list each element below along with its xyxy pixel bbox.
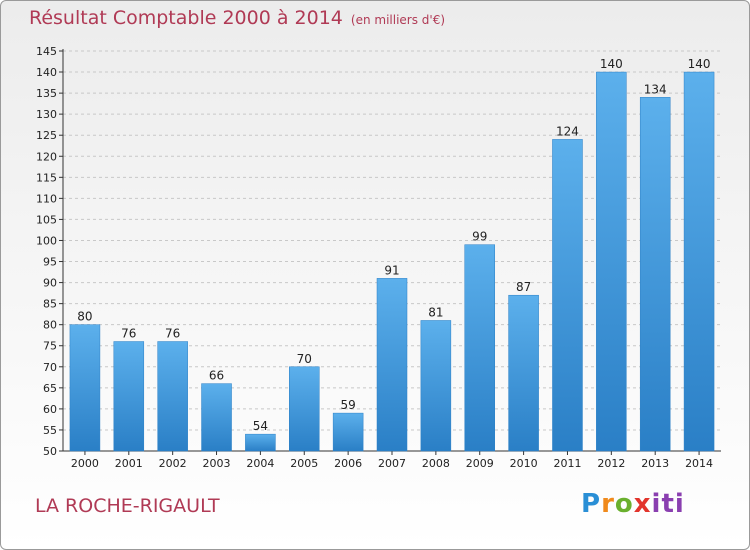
logo-letter: x bbox=[633, 489, 652, 519]
bar-2004 bbox=[245, 433, 276, 452]
y-tick-label: 115 bbox=[36, 171, 57, 184]
y-tick-label: 105 bbox=[36, 213, 57, 226]
bar-2008 bbox=[420, 320, 452, 452]
y-tick-label: 85 bbox=[43, 298, 57, 311]
value-label-2011: 124 bbox=[556, 124, 579, 138]
logo-letter: r bbox=[601, 489, 615, 519]
value-label-2008: 81 bbox=[428, 305, 443, 319]
y-tick-label: 70 bbox=[43, 361, 57, 374]
value-label-2002: 76 bbox=[165, 327, 180, 341]
value-label-2004: 54 bbox=[253, 419, 268, 433]
commune-name: LA ROCHE-RIGAULT bbox=[35, 495, 220, 517]
y-tick-label: 65 bbox=[43, 382, 57, 395]
x-tick-label-2005: 2005 bbox=[290, 457, 318, 470]
value-label-2013: 134 bbox=[644, 82, 667, 96]
label-layer: 80 76 76 66 54 70 59 91 81 99 87 124 140 134 140 bbox=[77, 57, 710, 433]
y-tick-label: 100 bbox=[36, 234, 57, 247]
bar-2006 bbox=[332, 412, 364, 452]
bar-2000 bbox=[69, 324, 101, 452]
x-tick-label-2009: 2009 bbox=[466, 457, 494, 470]
value-label-2005: 70 bbox=[297, 352, 312, 366]
value-label-2000: 80 bbox=[77, 310, 92, 324]
value-label-2009: 99 bbox=[472, 230, 487, 244]
y-tick-label: 95 bbox=[43, 256, 57, 269]
y-tick-label: 60 bbox=[43, 403, 57, 416]
proxiti-logo: Proxiti bbox=[581, 489, 685, 519]
x-tick-label-2000: 2000 bbox=[71, 457, 99, 470]
x-tick-label-2010: 2010 bbox=[510, 457, 538, 470]
bar-2003 bbox=[201, 383, 232, 452]
logo-letter: iti bbox=[651, 489, 685, 519]
x-tick-label-2006: 2006 bbox=[334, 457, 362, 470]
value-label-2007: 91 bbox=[384, 263, 399, 277]
y-tick-label: 140 bbox=[36, 66, 57, 79]
y-tick-label: 110 bbox=[36, 192, 57, 205]
value-label-2001: 76 bbox=[121, 327, 136, 341]
bar-2007 bbox=[376, 278, 408, 452]
x-tick-label-2008: 2008 bbox=[422, 457, 450, 470]
y-tick-label: 55 bbox=[43, 424, 57, 437]
value-label-2014: 140 bbox=[688, 57, 711, 71]
x-tick-label-2013: 2013 bbox=[641, 457, 669, 470]
bar-2010 bbox=[508, 294, 539, 452]
y-tick-label: 80 bbox=[43, 319, 57, 332]
y-tick-label: 145 bbox=[36, 45, 57, 58]
bar-2014 bbox=[683, 71, 715, 452]
y-tick-label: 135 bbox=[36, 87, 57, 100]
bar-2013 bbox=[639, 97, 671, 452]
bar-2012 bbox=[596, 71, 627, 452]
value-label-2006: 59 bbox=[340, 398, 355, 412]
y-tick-label: 130 bbox=[36, 108, 57, 121]
x-tick-label-2001: 2001 bbox=[115, 457, 143, 470]
x-tick-label-2004: 2004 bbox=[246, 457, 274, 470]
x-tick-label-2003: 2003 bbox=[203, 457, 231, 470]
x-tick-label-2011: 2011 bbox=[553, 457, 581, 470]
value-label-2012: 140 bbox=[600, 57, 623, 71]
value-label-2010: 87 bbox=[516, 280, 531, 294]
chart-title-text: Résultat Comptable 2000 à 2014 bbox=[29, 7, 343, 29]
x-tick-label-2014: 2014 bbox=[685, 457, 713, 470]
bar-layer bbox=[69, 71, 715, 452]
y-tick-label: 125 bbox=[36, 129, 57, 142]
x-tick-label-2012: 2012 bbox=[597, 457, 625, 470]
chart-subtitle: (en milliers d'€) bbox=[350, 13, 446, 27]
y-tick-label: 120 bbox=[36, 150, 57, 163]
bar-2011 bbox=[552, 139, 583, 452]
bar-2002 bbox=[157, 341, 188, 452]
y-tick-label: 90 bbox=[43, 277, 57, 290]
logo-letter: o bbox=[614, 489, 634, 519]
chart-title: Résultat Comptable 2000 à 2014 (en millie… bbox=[29, 7, 445, 29]
bar-2005 bbox=[289, 366, 320, 452]
bar-2009 bbox=[464, 244, 495, 452]
bar-2001 bbox=[113, 341, 145, 452]
x-tick-label-2002: 2002 bbox=[159, 457, 187, 470]
logo-letter: P bbox=[581, 489, 602, 519]
x-tick-label-2007: 2007 bbox=[378, 457, 406, 470]
axis-layer: 50 55 60 65 70 75 80 85 90 95 100 105 110 115 120 125 13… bbox=[36, 45, 721, 470]
value-label-2003: 66 bbox=[209, 369, 224, 383]
y-tick-label: 75 bbox=[43, 340, 57, 353]
y-tick-label: 50 bbox=[43, 445, 57, 458]
